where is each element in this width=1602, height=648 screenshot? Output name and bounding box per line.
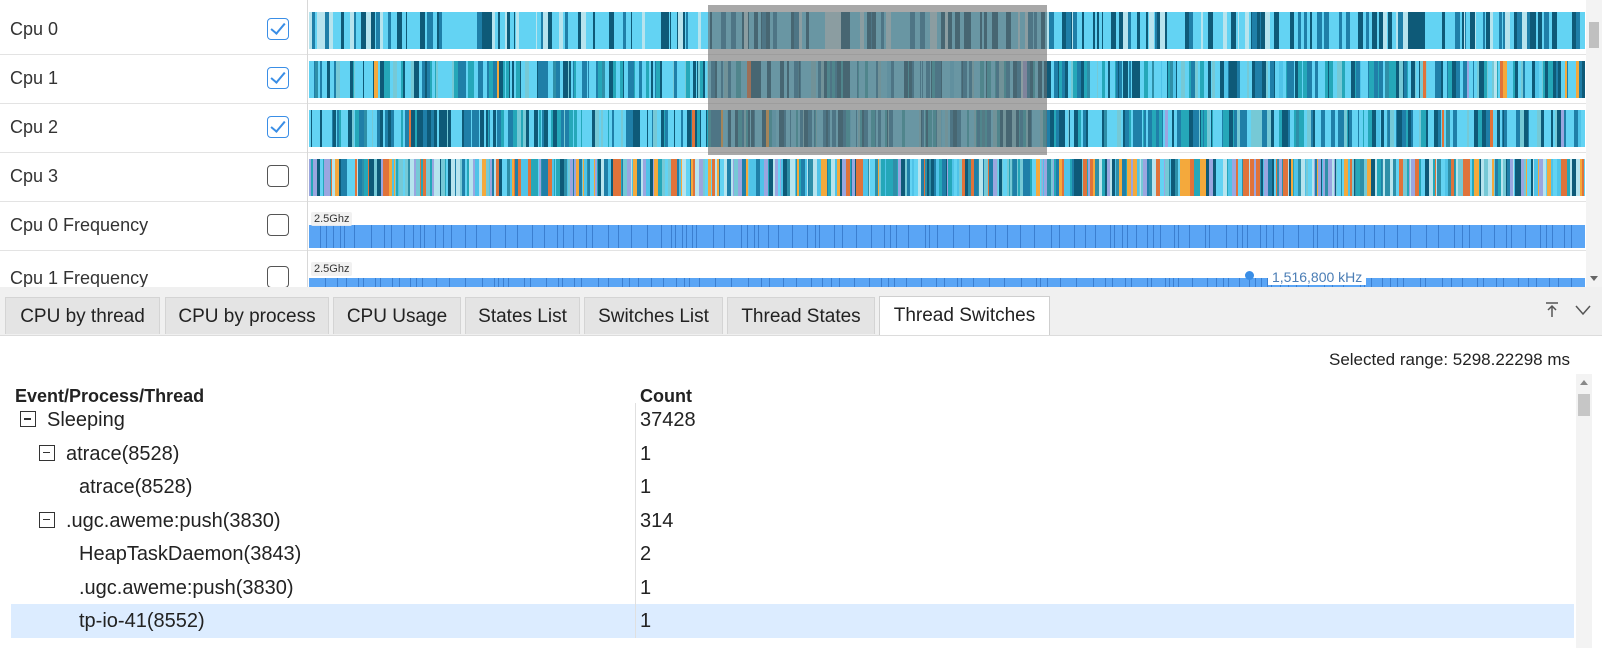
selected-range: Selected range: 5298.22298 ms: [1328, 350, 1570, 369]
tab-switches-list[interactable]: Switches List: [584, 297, 723, 334]
scroll-down-icon[interactable]: [1590, 276, 1598, 281]
row-label: Cpu 1 Frequency: [10, 268, 149, 287]
cpu0-lane[interactable]: [309, 12, 1585, 49]
collapse-toggle-icon[interactable]: [39, 444, 55, 461]
collapse-toggle-icon[interactable]: [20, 411, 36, 427]
table-row[interactable]: .ugc.aweme:push(3830) 314: [11, 503, 1574, 538]
row-name: .ugc.aweme:push(3830): [66, 509, 281, 532]
table-row[interactable]: atrace(8528) 1: [11, 470, 1574, 504]
column-divider: [635, 604, 636, 638]
row-count: 1: [640, 442, 652, 465]
scroll-up-icon[interactable]: [1580, 380, 1588, 385]
freq-cursor-pin[interactable]: [1245, 271, 1254, 280]
frequency-bars[interactable]: [309, 278, 1588, 287]
column-divider: [635, 503, 636, 538]
row-checkbox[interactable]: [267, 165, 289, 187]
row-name: Sleeping: [47, 409, 125, 431]
scrollbar-thumb[interactable]: [1578, 394, 1590, 416]
tab-cpu-by-thread[interactable]: CPU by thread: [5, 297, 160, 334]
column-header-count[interactable]: Count: [640, 386, 692, 406]
row-label: Cpu 3: [10, 166, 59, 186]
tab-cpu-usage[interactable]: CPU Usage: [333, 297, 461, 334]
column-divider: [635, 570, 636, 605]
thread-switches-panel: Selected range: 5298.22298 ms Event/Proc…: [0, 336, 1602, 648]
row-checkbox[interactable]: [267, 266, 289, 287]
row-name: atrace(8528): [66, 442, 180, 465]
scrollbar-thumb[interactable]: [1589, 22, 1599, 48]
cpu-slices[interactable]: [309, 159, 1585, 196]
row-checkbox[interactable]: [267, 116, 289, 138]
tab-thread-switches[interactable]: Thread Switches: [879, 296, 1050, 335]
tab-bar: CPU by thread CPU by process CPU Usage S…: [0, 287, 1602, 336]
row-checkbox[interactable]: [267, 214, 289, 236]
cpu-slices[interactable]: [309, 110, 1585, 147]
row-count: 314: [640, 509, 674, 532]
row-name: .ugc.aweme:push(3830): [79, 576, 294, 599]
row-label: Cpu 0: [10, 19, 59, 39]
row-checkbox[interactable]: [267, 18, 289, 40]
tab-cpu-by-process[interactable]: CPU by process: [165, 297, 329, 334]
cpu-slices[interactable]: [309, 12, 1585, 49]
tab-states-list[interactable]: States List: [465, 297, 580, 334]
row-name: tp-io-41(8552): [79, 610, 205, 632]
column-divider: [635, 403, 636, 437]
row-count: 1: [640, 476, 652, 498]
row-name: HeapTaskDaemon(3843): [79, 543, 302, 565]
column-header-name[interactable]: Event/Process/Thread: [15, 386, 205, 406]
table-scrollbar[interactable]: [1576, 374, 1592, 648]
frequency-bars[interactable]: [309, 225, 1588, 248]
freq-scale-label: 2.5Ghz: [311, 262, 353, 276]
row-label: Cpu 1: [10, 68, 59, 88]
row-count: 2: [640, 543, 652, 565]
freq-scale-label: 2.5Ghz: [311, 212, 353, 226]
cpu3-lane[interactable]: [309, 159, 1585, 196]
label-divider[interactable]: [307, 0, 308, 287]
table-row[interactable]: Sleeping 37428: [11, 403, 1574, 437]
trace-row-cpu3: Cpu 3: [0, 152, 1586, 202]
row-count: 37428: [640, 409, 696, 431]
column-divider: [635, 537, 636, 571]
row-name: atrace(8528): [79, 476, 193, 498]
cpu1-frequency-lane[interactable]: [309, 276, 1588, 287]
cpu2-lane[interactable]: [309, 110, 1585, 147]
trace-row-cpu0-frequency: Cpu 0 Frequency: [0, 201, 1586, 251]
collapse-panel-icon[interactable]: [1574, 301, 1592, 319]
row-count: 1: [640, 610, 652, 632]
row-count: 1: [640, 576, 652, 599]
row-checkbox[interactable]: [267, 67, 289, 89]
maximize-panel-icon[interactable]: [1543, 301, 1561, 319]
trace-view: Cpu 0 Cpu 1 Cpu 2 Cpu 3 Cpu 0 Frequency …: [0, 0, 1602, 287]
column-divider: [635, 470, 636, 504]
trace-row-cpu1-frequency: Cpu 1 Frequency: [0, 250, 1586, 287]
table-row[interactable]: .ugc.aweme:push(3830) 1: [11, 570, 1574, 605]
cpu-slices[interactable]: [309, 61, 1585, 98]
table-row[interactable]: HeapTaskDaemon(3843) 2: [11, 537, 1574, 571]
column-divider: [635, 436, 636, 471]
row-label: Cpu 2: [10, 117, 59, 137]
row-label: Cpu 0 Frequency: [10, 215, 149, 235]
tab-thread-states[interactable]: Thread States: [727, 297, 875, 334]
cpu1-lane[interactable]: [309, 61, 1585, 98]
trace-scrollbar[interactable]: [1586, 0, 1602, 287]
table-row[interactable]: tp-io-41(8552) 1: [11, 604, 1574, 638]
table-row[interactable]: atrace(8528) 1: [11, 436, 1574, 471]
collapse-toggle-icon[interactable]: [39, 511, 55, 528]
freq-readout: 1,516,800 kHz: [1268, 269, 1367, 285]
cpu0-frequency-lane[interactable]: [309, 225, 1588, 248]
